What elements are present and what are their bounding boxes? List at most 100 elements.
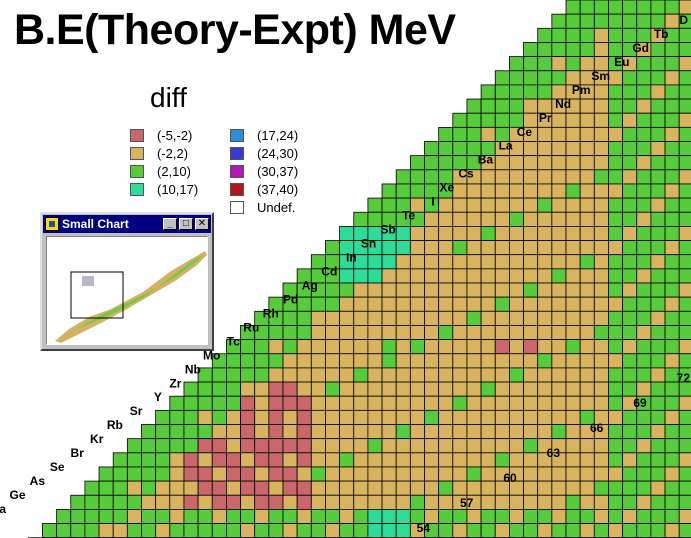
heatmap-cell — [183, 452, 199, 468]
heatmap-cell — [636, 452, 652, 468]
small-chart-canvas[interactable] — [46, 236, 208, 345]
heatmap-cell — [537, 339, 553, 355]
heatmap-cell — [636, 296, 652, 312]
heatmap-cell — [466, 523, 482, 538]
heatmap-cell — [367, 508, 383, 524]
heatmap-cell — [409, 254, 425, 270]
heatmap-cell — [678, 126, 691, 142]
heatmap-cell — [112, 452, 128, 468]
small-chart-titlebar[interactable]: Small Chart _ □ ✕ — [43, 215, 211, 233]
heatmap-cell — [438, 310, 454, 326]
heatmap-cell — [424, 381, 440, 397]
heatmap-cell — [452, 381, 468, 397]
heatmap-cell — [593, 98, 609, 114]
heatmap-cell — [537, 197, 553, 213]
heatmap-cell — [678, 254, 691, 270]
heatmap-cell — [310, 424, 326, 440]
heatmap-cell — [381, 508, 397, 524]
legend-swatch — [230, 147, 244, 160]
heatmap-cell — [296, 381, 312, 397]
heatmap-cell — [240, 523, 256, 538]
heatmap-cell — [480, 494, 496, 510]
heatmap-cell — [169, 480, 185, 496]
heatmap-cell — [197, 494, 213, 510]
heatmap-cell — [664, 296, 680, 312]
heatmap-cell — [381, 395, 397, 411]
heatmap-cell — [268, 395, 284, 411]
heatmap-cell — [438, 126, 454, 142]
heatmap-cell — [254, 466, 270, 482]
close-button[interactable]: ✕ — [195, 218, 209, 230]
heatmap-cell — [664, 424, 680, 440]
heatmap-cell — [409, 494, 425, 510]
small-chart-window[interactable]: Small Chart _ □ ✕ — [40, 212, 214, 351]
heatmap-cell — [325, 310, 341, 326]
heatmap-cell — [296, 409, 312, 425]
heatmap-cell — [664, 282, 680, 298]
heatmap-cell — [480, 254, 496, 270]
heatmap-cell — [551, 282, 567, 298]
heatmap-cell — [508, 56, 524, 72]
heatmap-cell — [622, 169, 638, 185]
heatmap-cell — [608, 13, 624, 29]
heatmap-cell — [466, 381, 482, 397]
heatmap-cell — [523, 197, 539, 213]
heatmap-cell — [608, 84, 624, 100]
heatmap-cell — [367, 325, 383, 341]
heatmap-cell — [579, 268, 595, 284]
heatmap-cell — [240, 480, 256, 496]
legend-label: (2,10) — [157, 164, 191, 179]
heatmap-cell — [636, 225, 652, 241]
heatmap-cell — [339, 409, 355, 425]
heatmap-cell — [268, 466, 284, 482]
legend-swatch — [230, 201, 244, 214]
element-label: Tc — [227, 334, 240, 348]
heatmap-cell — [650, 42, 666, 58]
heatmap-cell — [353, 296, 369, 312]
minimize-button[interactable]: _ — [163, 218, 177, 230]
small-chart-title: Small Chart — [62, 217, 129, 231]
page-title: B.E(Theory-Expt) MeV — [14, 6, 456, 54]
heatmap-cell — [395, 353, 411, 369]
heatmap-cell — [664, 240, 680, 256]
heatmap-cell — [381, 452, 397, 468]
heatmap-cell — [141, 523, 157, 538]
heatmap-cell — [537, 409, 553, 425]
heatmap-cell — [325, 438, 341, 454]
heatmap-cell — [551, 126, 567, 142]
heatmap-cell — [608, 282, 624, 298]
heatmap-cell — [551, 409, 567, 425]
heatmap-cell — [494, 84, 510, 100]
heatmap-cell — [325, 395, 341, 411]
heatmap-cell — [608, 183, 624, 199]
heatmap-cell — [409, 452, 425, 468]
heatmap-cell — [608, 268, 624, 284]
heatmap-cell — [438, 466, 454, 482]
heatmap-cell — [650, 466, 666, 482]
heatmap-cell — [593, 466, 609, 482]
heatmap-cell — [353, 211, 369, 227]
heatmap-cell — [508, 395, 524, 411]
heatmap-cell — [565, 508, 581, 524]
legend-swatch — [230, 183, 244, 196]
heatmap-cell — [438, 409, 454, 425]
heatmap-cell — [565, 523, 581, 538]
legend-swatch — [130, 183, 144, 196]
heatmap-cell — [551, 395, 567, 411]
heatmap-cell — [579, 42, 595, 58]
maximize-button[interactable]: □ — [179, 218, 193, 230]
heatmap-cell — [466, 438, 482, 454]
heatmap-cell — [353, 367, 369, 383]
heatmap-cell — [593, 183, 609, 199]
legend-label: (-2,2) — [157, 146, 189, 161]
legend-swatch — [230, 165, 244, 178]
heatmap-cell — [339, 438, 355, 454]
heatmap-cell — [183, 438, 199, 454]
heatmap-cell — [282, 381, 298, 397]
heatmap-cell — [664, 141, 680, 157]
legend-label: (10,17) — [157, 182, 199, 197]
heatmap-cell — [225, 508, 241, 524]
heatmap-cell — [353, 409, 369, 425]
heatmap-cell — [622, 381, 638, 397]
element-label: Sm — [591, 69, 610, 83]
